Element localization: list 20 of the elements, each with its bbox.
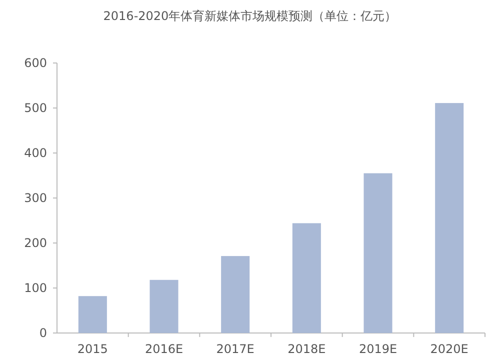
- x-tick-label: 2017E: [216, 342, 254, 356]
- x-tick-label: 2015: [77, 342, 108, 356]
- x-tick-label: 2019E: [358, 342, 398, 356]
- bar: [221, 256, 250, 333]
- x-tick-label: 2020E: [430, 342, 468, 356]
- chart-title: 2016-2020年体育新媒体市场规模预测（单位：亿元）: [103, 9, 397, 23]
- bar: [150, 280, 178, 333]
- y-tick-label: 0: [39, 326, 47, 340]
- y-tick-label: 100: [24, 281, 47, 295]
- bar: [364, 173, 392, 333]
- y-tick-label: 600: [24, 56, 47, 70]
- bar: [78, 296, 107, 333]
- y-tick-label: 200: [24, 236, 47, 250]
- y-tick-label: 500: [24, 101, 47, 115]
- x-tick-label: 2016E: [144, 342, 184, 356]
- y-tick-label: 400: [24, 146, 47, 160]
- bar: [435, 103, 464, 333]
- y-tick-label: 300: [24, 191, 47, 205]
- x-tick-label: 2018E: [288, 342, 326, 356]
- bar: [292, 223, 321, 333]
